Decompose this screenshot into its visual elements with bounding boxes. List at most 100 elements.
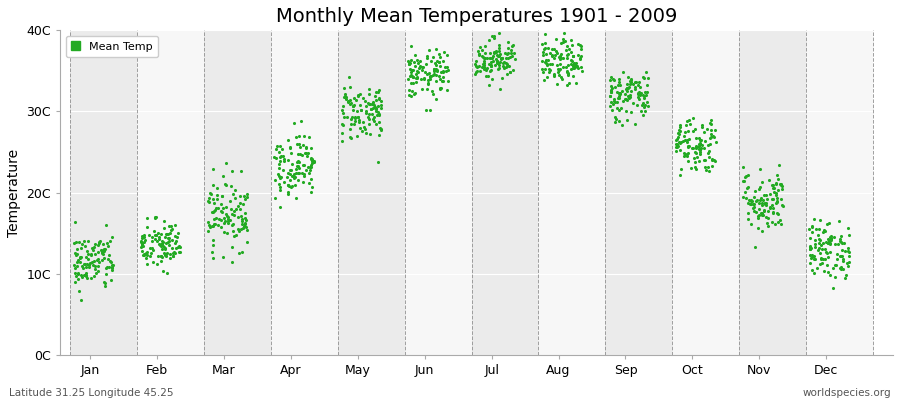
Point [164,227,178,234]
Point [289,166,303,172]
Point [158,251,173,258]
Point [684,145,698,152]
Point [562,51,576,57]
Point [206,166,220,173]
Point [752,200,766,206]
Point [103,264,117,270]
Point [622,80,636,87]
Point [416,64,430,70]
Point [150,238,165,244]
Point [162,230,176,236]
Point [295,162,310,168]
Point [679,122,693,128]
Point [86,244,101,250]
Point [544,61,559,68]
Point [606,76,620,82]
Point [76,260,91,267]
Point [351,114,365,120]
Point [681,158,696,164]
Point [492,48,507,54]
Point [810,264,824,271]
Point [405,73,419,79]
Point [359,102,374,109]
Point [547,72,562,78]
Point [620,87,634,94]
Point [436,58,450,65]
Point [420,55,435,61]
Point [210,192,224,198]
Point [485,76,500,82]
Point [692,147,706,153]
Point [842,253,856,259]
Point [346,95,361,101]
Point [821,254,835,260]
Point [435,77,449,84]
Point [492,62,507,68]
Point [766,184,780,191]
Point [468,70,482,77]
Point [359,108,374,115]
Point [814,255,829,262]
Point [215,209,230,216]
Point [487,35,501,41]
Point [554,66,568,72]
Point [230,232,244,238]
Point [814,260,829,267]
Point [616,97,630,104]
Point [669,141,683,147]
Point [631,90,645,97]
Point [151,253,166,259]
Point [536,66,550,72]
Point [566,53,580,59]
Point [605,106,619,113]
Point [609,116,624,122]
Point [425,88,439,94]
Point [753,165,768,172]
Point [409,75,423,81]
Point [670,141,684,147]
Point [842,249,857,256]
Point [695,124,709,131]
Point [833,252,848,259]
Point [475,47,490,53]
Point [698,157,713,163]
Point [493,86,508,92]
Point [760,222,775,229]
Point [284,144,298,150]
Point [834,247,849,254]
Point [166,237,180,243]
Point [277,179,292,186]
Point [88,266,103,272]
Point [429,61,444,68]
Point [432,51,446,58]
Point [407,59,421,65]
Point [163,255,177,262]
Point [148,214,163,220]
Point [217,215,231,222]
Point [298,149,312,156]
Point [273,175,287,181]
Point [436,69,450,75]
Point [161,239,176,246]
Point [803,235,817,241]
Point [240,194,255,200]
Point [541,45,555,51]
Point [741,200,755,206]
Point [635,74,650,80]
Point [834,239,849,245]
Point [235,216,249,222]
Point [490,49,504,55]
Point [703,141,717,148]
Point [608,114,623,120]
Point [770,211,785,217]
Point [756,196,770,203]
Point [68,262,82,269]
Point [441,66,455,73]
Point [755,179,770,186]
Point [503,54,517,60]
Point [823,272,837,278]
Point [680,117,695,124]
Point [604,88,618,95]
Point [765,202,779,208]
Point [238,220,253,226]
